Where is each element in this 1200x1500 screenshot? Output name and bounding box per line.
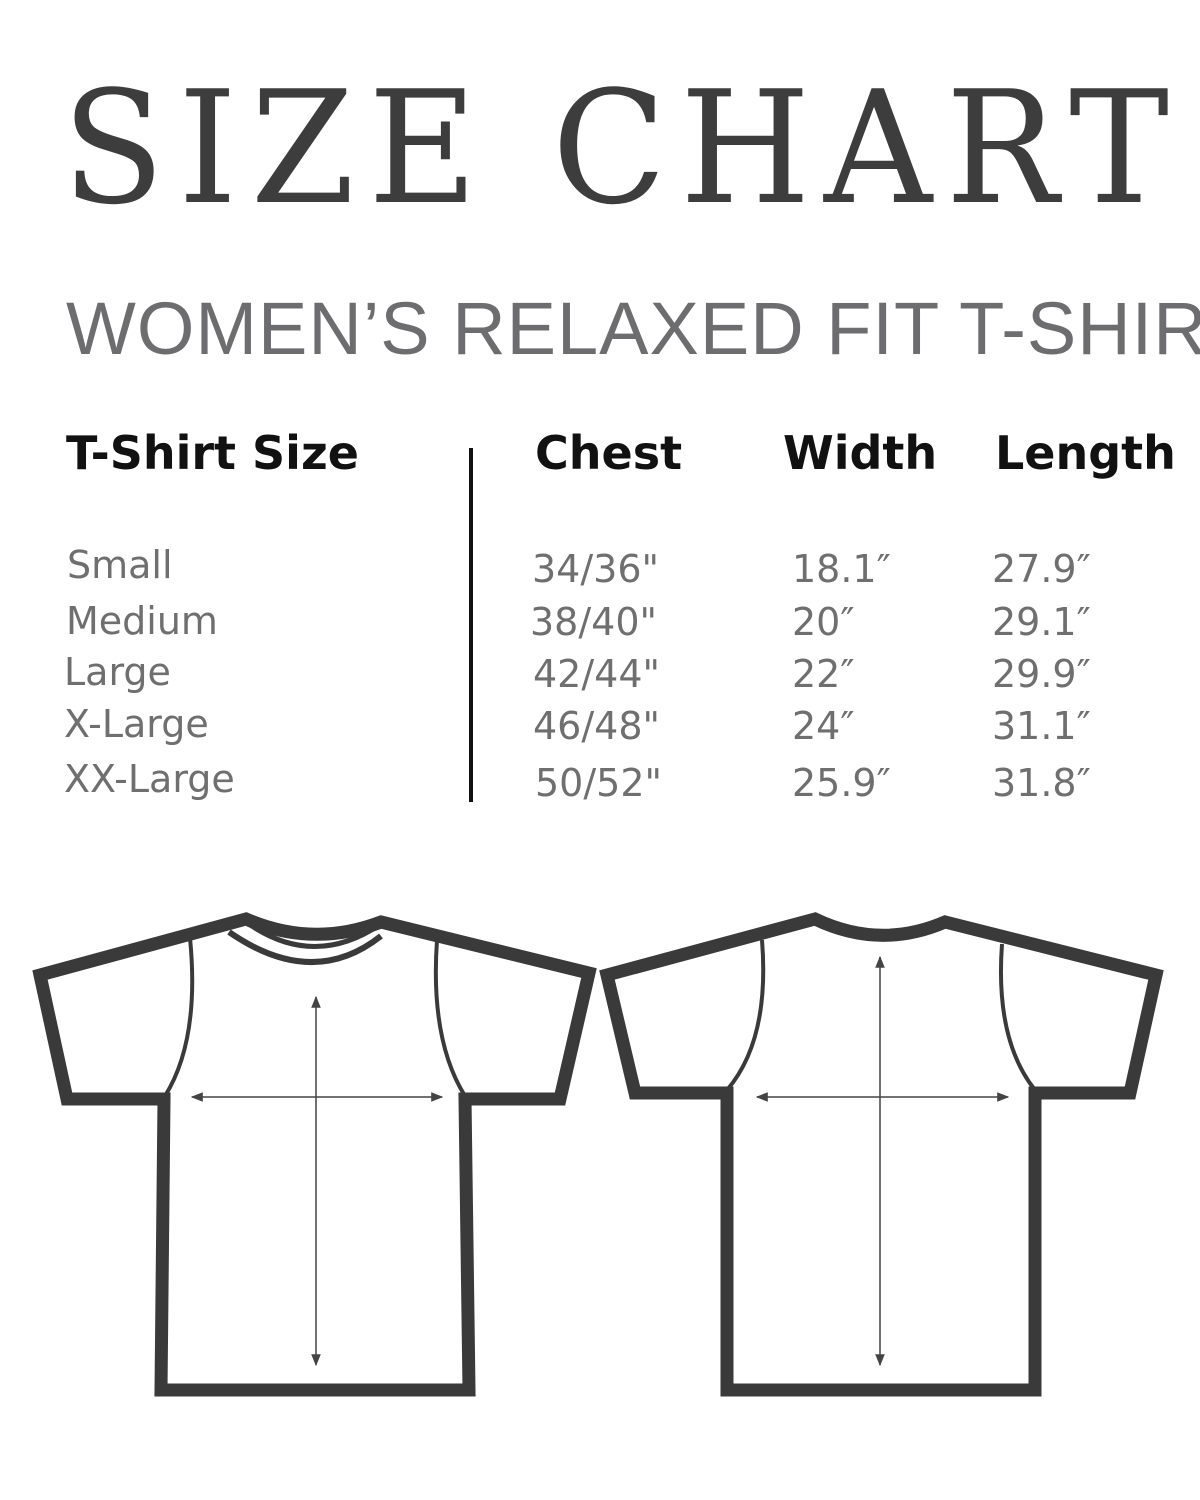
t-shirt-back-icon (599, 912, 1164, 1397)
header-chest: Chest (535, 426, 683, 480)
length-cell: 27.9″ (992, 547, 1091, 591)
chest-cell: 38/40" (530, 600, 657, 644)
page-title: SIZE CHART (62, 57, 1183, 239)
header-width: Width (783, 426, 938, 480)
size-cell: XX-Large (64, 757, 235, 801)
size-cell: X-Large (64, 702, 209, 746)
length-cell: 31.8″ (992, 761, 1091, 805)
size-cell: Medium (66, 599, 218, 643)
length-cell: 29.9″ (992, 652, 1091, 696)
length-cell: 29.1″ (992, 600, 1091, 644)
width-cell: 22″ (792, 652, 855, 696)
t-shirt-front-icon (32, 912, 597, 1397)
header-size: T-Shirt Size (66, 426, 359, 480)
chest-cell: 42/44" (533, 652, 660, 696)
page-subtitle: WOMEN’S RELAXED FIT T-SHIRT (66, 287, 1200, 370)
chest-cell: 34/36" (532, 547, 659, 591)
length-cell: 31.1″ (992, 704, 1091, 748)
width-cell: 24″ (792, 704, 855, 748)
width-cell: 18.1″ (792, 547, 891, 591)
width-cell: 20″ (792, 600, 855, 644)
size-cell: Large (64, 650, 171, 694)
column-divider (469, 448, 473, 802)
header-length: Length (995, 426, 1176, 480)
size-cell: Small (67, 543, 173, 587)
chest-cell: 50/52" (535, 761, 662, 805)
width-cell: 25.9″ (792, 761, 891, 805)
chest-cell: 46/48" (533, 704, 660, 748)
